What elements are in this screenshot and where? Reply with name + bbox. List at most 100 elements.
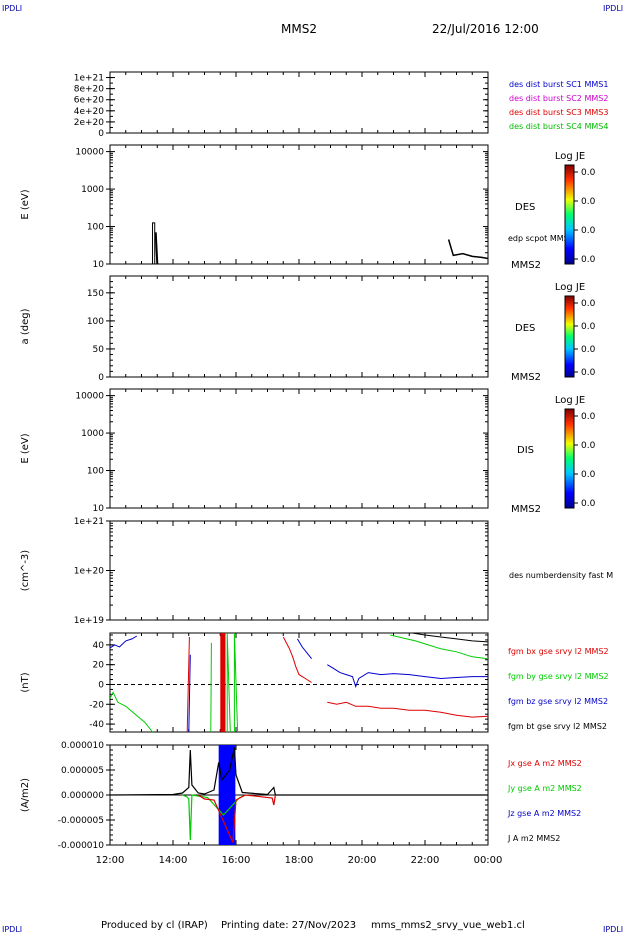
x-tick-label: 18:00 bbox=[285, 855, 314, 866]
y-tick-label-4: 1e+20 bbox=[74, 567, 105, 577]
panel-frame-0 bbox=[109, 71, 489, 134]
legend-bfield-2: fgm by gse srvy l2 MMS2 bbox=[508, 672, 609, 681]
y-tick-label-5: 0 bbox=[98, 680, 104, 690]
colorbar-title-2: Log JE bbox=[555, 282, 585, 293]
colorbar-tick-label-2: 0.0 bbox=[581, 322, 596, 332]
y-tick-label-1: 100 bbox=[87, 223, 104, 233]
panel-frame-4 bbox=[109, 520, 489, 621]
spacecraft-title: MMS2 bbox=[281, 22, 317, 36]
current-series-2 bbox=[197, 794, 276, 843]
colorbar-tick-label-3: 0.0 bbox=[581, 499, 596, 509]
y-tick-label-0: 2e+20 bbox=[74, 118, 105, 128]
legend-current-4: J A m2 MMS2 bbox=[507, 834, 560, 843]
x-tick-label: 20:00 bbox=[348, 855, 377, 866]
y-tick-label-6: -0.000010 bbox=[58, 841, 104, 851]
file-name: mms_mms2_srvy_vue_web1.cl bbox=[371, 920, 525, 931]
y-tick-label-1: 10000 bbox=[75, 148, 104, 158]
printing-date: Printing date: 27/Nov/2023 bbox=[221, 920, 357, 931]
y-tick-label-6: -0.000005 bbox=[58, 816, 104, 826]
y-tick-label-1: 10 bbox=[93, 260, 105, 270]
bfield-series-5 bbox=[220, 633, 226, 732]
bfield-series-3 bbox=[188, 654, 191, 732]
y-tick-label-5: 20 bbox=[93, 661, 105, 671]
colorbar-tick-label-2: 0.0 bbox=[581, 345, 596, 355]
y-tick-label-3: 100 bbox=[87, 467, 104, 477]
colorbar-tick-label-1: 0.0 bbox=[581, 168, 596, 178]
panel-frame-3 bbox=[109, 388, 489, 509]
y-tick-label-5: -20 bbox=[89, 700, 104, 710]
legend-current-3: Jz gse A m2 MMS2 bbox=[507, 809, 581, 818]
bfield-series-4 bbox=[210, 642, 212, 732]
colorbar-tick-label-1: 0.0 bbox=[581, 197, 596, 207]
y-axis-label-3: E (eV) bbox=[20, 433, 31, 463]
y-tick-label-0: 1e+21 bbox=[74, 74, 104, 84]
x-tick-label: 16:00 bbox=[222, 855, 251, 866]
spectrogram-label-dis-energy: DIS bbox=[517, 445, 534, 456]
legend-bfield-3: fgm bz gse srvy l2 MMS2 bbox=[508, 697, 608, 706]
spacecraft-label-3: MMS2 bbox=[511, 504, 541, 515]
bfield-series-2 bbox=[186, 636, 190, 732]
y-tick-label-4: 1e+19 bbox=[74, 616, 105, 626]
bfield-series-12 bbox=[390, 634, 488, 660]
y-tick-label-4: 1e+21 bbox=[74, 517, 104, 527]
corner-label-bottom-right: IPDLI bbox=[603, 925, 624, 934]
y-tick-label-2: 100 bbox=[87, 317, 104, 327]
bfield-series-6 bbox=[226, 633, 231, 732]
bfield-series-10 bbox=[327, 664, 488, 688]
colorbar-tick-label-3: 0.0 bbox=[581, 470, 596, 480]
legend-bfield-1: fgm bx gse srvy l2 MMS2 bbox=[508, 647, 609, 656]
panel-frame-5 bbox=[109, 632, 489, 733]
y-axis-label-6: (A/m2) bbox=[20, 778, 31, 812]
y-tick-label-6: 0.000000 bbox=[61, 791, 104, 801]
colorbar-tick-label-1: 0.0 bbox=[581, 226, 596, 236]
bfield-series-11 bbox=[327, 701, 488, 718]
colorbar-title-3: Log JE bbox=[555, 395, 585, 406]
y-tick-label-6: 0.000010 bbox=[61, 741, 104, 751]
legend-burst-3: des dist burst SC3 MMS3 bbox=[509, 108, 608, 117]
y-tick-label-0: 6e+20 bbox=[74, 96, 105, 106]
colorbar-title-1: Log JE bbox=[555, 151, 585, 162]
y-tick-label-3: 1000 bbox=[81, 429, 104, 439]
colorbar-tick-label-1: 0.0 bbox=[581, 255, 596, 265]
current-series-1 bbox=[182, 794, 246, 841]
y-tick-label-3: 10000 bbox=[75, 392, 104, 402]
y-tick-label-2: 0 bbox=[98, 373, 104, 383]
colorbar-tick-label-2: 0.0 bbox=[581, 368, 596, 378]
colorbar-3 bbox=[564, 408, 575, 509]
bfield-series-group bbox=[110, 633, 488, 732]
colorbar-tick-label-2: 0.0 bbox=[581, 299, 596, 309]
spacecraft-label-2: MMS2 bbox=[511, 372, 541, 383]
current-series-0 bbox=[109, 747, 488, 796]
y-tick-label-6: 0.000005 bbox=[61, 766, 104, 776]
bfield-series-1 bbox=[110, 691, 153, 732]
colorbar-tick-label-3: 0.0 bbox=[581, 412, 596, 422]
y-tick-label-2: 50 bbox=[93, 345, 105, 355]
spacecraft-label-1: MMS2 bbox=[511, 260, 541, 271]
produced-by: Produced by cl (IRAP) bbox=[101, 920, 208, 931]
y-tick-label-0: 4e+20 bbox=[74, 107, 105, 117]
y-axis-label-5: (nT) bbox=[20, 672, 31, 692]
x-tick-label: 14:00 bbox=[159, 855, 188, 866]
y-tick-label-3: 10 bbox=[93, 504, 105, 514]
bfield-series-8 bbox=[282, 636, 312, 683]
colorbar-1 bbox=[564, 164, 575, 265]
corner-label-bottom-left: IPDLI bbox=[2, 925, 23, 934]
date-time-label: 22/Jul/2016 12:00 bbox=[432, 22, 539, 36]
y-tick-label-1: 1000 bbox=[81, 185, 104, 195]
y-tick-label-5: -40 bbox=[89, 720, 104, 730]
scpot-spike-1 bbox=[152, 222, 156, 264]
spectrogram-label-des-energy: DES bbox=[515, 202, 535, 213]
legend-bfield-4: fgm bt gse srvy l2 MMS2 bbox=[508, 722, 607, 731]
y-tick-label-2: 150 bbox=[87, 289, 104, 299]
bfield-series-9 bbox=[296, 638, 312, 660]
legend-density: des numberdensity fast M bbox=[509, 571, 613, 580]
panel-frame-1 bbox=[109, 144, 489, 265]
x-tick-label: 22:00 bbox=[411, 855, 440, 866]
legend-current-1: Jx gse A m2 MMS2 bbox=[507, 759, 582, 768]
legend-burst-1: des dist burst SC1 MMS1 bbox=[509, 80, 608, 89]
y-tick-label-0: 0 bbox=[98, 129, 104, 139]
bfield-series-13 bbox=[412, 633, 488, 643]
x-tick-label: 12:00 bbox=[96, 855, 125, 866]
legend-burst-2: des dist burst SC2 MMS2 bbox=[509, 94, 608, 103]
